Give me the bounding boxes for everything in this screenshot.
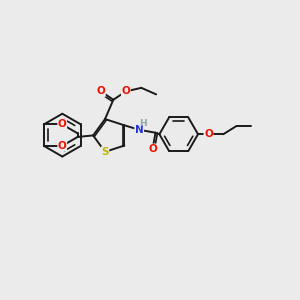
Text: O: O <box>58 119 67 129</box>
Text: O: O <box>122 86 130 96</box>
Text: H: H <box>139 119 147 128</box>
Text: O: O <box>58 141 67 151</box>
Text: O: O <box>204 129 213 139</box>
Text: N: N <box>135 125 143 135</box>
Text: O: O <box>97 86 105 96</box>
Text: S: S <box>101 147 109 157</box>
Text: O: O <box>148 144 157 154</box>
